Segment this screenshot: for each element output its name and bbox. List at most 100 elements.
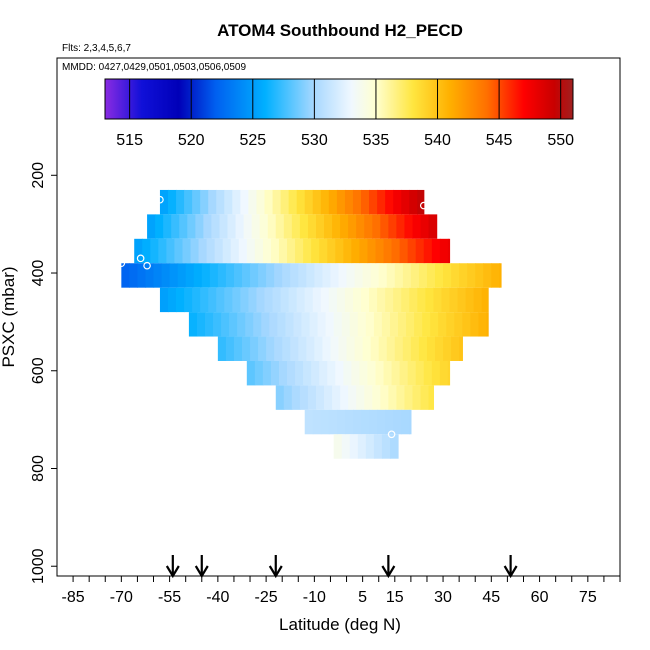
heatmap-cell — [332, 214, 341, 239]
heatmap-cell — [204, 312, 214, 337]
heatmap-cell — [278, 360, 288, 386]
heatmap-cell — [401, 409, 410, 435]
heatmap-cell — [340, 385, 349, 410]
heatmap-cell — [290, 336, 299, 361]
heatmap-cell — [248, 189, 258, 215]
heatmap-cell — [217, 336, 227, 361]
heatmap-cell — [278, 238, 288, 264]
heatmap-cell — [388, 214, 398, 239]
heatmap-cell — [389, 312, 399, 337]
heatmap-cell — [256, 189, 266, 215]
heatmap-cell — [269, 312, 278, 337]
heatmap-cell — [404, 385, 414, 410]
heatmap-cell — [208, 189, 217, 215]
colorbar-tick-label: 515 — [116, 132, 143, 149]
flight-arrow — [268, 555, 283, 579]
heatmap-cell — [312, 189, 322, 215]
heatmap-cell — [332, 385, 341, 410]
heatmap-cell — [410, 263, 420, 288]
heatmap-cell — [425, 287, 434, 313]
heatmap-cell — [396, 385, 406, 410]
heatmap-cell — [389, 434, 399, 459]
heatmap-cell — [254, 238, 264, 264]
heatmap-cell — [287, 360, 296, 386]
heatmap-cell — [414, 312, 423, 337]
heatmap-cell — [264, 189, 274, 215]
heatmap-cell — [306, 336, 315, 361]
heatmap-cell — [227, 214, 237, 239]
heatmap-cell — [409, 189, 418, 215]
heatmap-cell — [327, 238, 336, 264]
heatmap-cell — [435, 263, 444, 288]
heatmap-cell — [211, 214, 221, 239]
heatmap-cell — [134, 238, 143, 264]
heatmap-cell — [233, 263, 243, 288]
heatmap-cell — [270, 238, 280, 264]
heatmap-cell — [423, 238, 433, 264]
x-tick-label: 15 — [386, 589, 404, 606]
heatmap-cell — [320, 189, 330, 215]
heatmap-cell — [166, 238, 176, 264]
heatmap-cell — [327, 360, 336, 386]
heatmap-cell — [338, 336, 348, 361]
heatmap-cell — [435, 336, 444, 361]
flight-arrow — [503, 555, 518, 579]
heatmap-cell — [314, 336, 324, 361]
heatmap-cell — [196, 312, 206, 337]
heatmap-cell — [417, 287, 426, 313]
heatmap-cell — [182, 238, 192, 264]
heatmap-cell — [377, 409, 386, 435]
heatmap-cell — [359, 238, 369, 264]
heatmap-cell — [375, 360, 385, 386]
heatmap-cell — [232, 189, 241, 215]
heatmap-cell — [311, 238, 320, 264]
heatmap-cell — [412, 385, 422, 410]
heatmap-cell — [375, 238, 385, 264]
heatmap-cell — [320, 409, 330, 435]
heatmap-cell — [295, 360, 304, 386]
heatmap-cell — [343, 360, 352, 386]
heatmap-cell — [341, 312, 351, 337]
heatmap-cell — [383, 238, 393, 264]
heatmap-cell — [385, 287, 394, 313]
heatmap-cell — [274, 263, 283, 288]
heatmap-cell — [250, 336, 259, 361]
sample-markers — [117, 195, 505, 439]
heatmap-cell — [349, 312, 359, 337]
heatmap-cell — [188, 312, 198, 337]
heatmap-cell — [245, 312, 254, 337]
sample-marker — [497, 288, 505, 297]
heatmap-cell — [365, 434, 375, 459]
heatmap-cell — [137, 263, 147, 288]
heatmap-cell — [380, 385, 389, 410]
heatmap-cell — [443, 263, 452, 288]
heatmap-cell — [357, 434, 367, 459]
sample-marker — [419, 201, 428, 210]
heatmap-cell — [362, 336, 372, 361]
heatmap-cell — [346, 263, 356, 288]
heatmap-cell — [306, 263, 315, 288]
x-tick-label: 5 — [358, 589, 367, 606]
heatmap-cell — [214, 238, 224, 264]
heatmap-cell — [266, 336, 275, 361]
heatmap-cell — [465, 287, 475, 313]
heatmap-cell — [190, 238, 200, 264]
heatmap-cell — [438, 312, 447, 337]
flight-arrow — [194, 555, 209, 579]
heatmap-cell — [344, 409, 354, 435]
heatmap-cell — [417, 189, 425, 215]
heatmap-cell — [319, 360, 328, 386]
heatmap-cell — [325, 312, 335, 337]
heatmap-cell — [462, 312, 471, 337]
colorbar: 515 520 525 530 535 540 545 550 — [104, 78, 574, 149]
heatmap-cell — [159, 287, 169, 313]
heatmap-cell — [415, 360, 425, 386]
x-tick-label: 60 — [531, 589, 549, 606]
heatmap-cell — [473, 287, 483, 313]
y-axis-label: PSXC (mbar) — [0, 266, 18, 367]
heatmap-cell — [176, 287, 185, 313]
heatmap-cell — [225, 336, 235, 361]
heatmap-cell — [221, 312, 230, 337]
heatmap-cell — [443, 336, 452, 361]
heatmap-cell — [343, 238, 352, 264]
